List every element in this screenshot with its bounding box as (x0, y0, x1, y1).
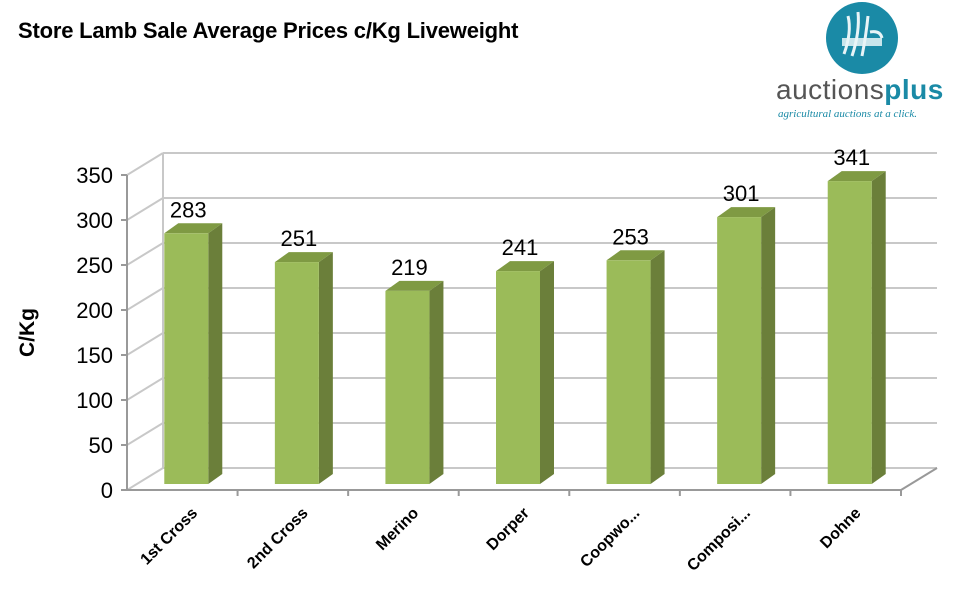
gridline-diagonal (126, 197, 164, 221)
gridline-diagonal (126, 467, 164, 491)
bar-side (871, 171, 886, 484)
data-label: 341 (833, 145, 870, 170)
bar (274, 262, 319, 484)
data-label: 301 (723, 181, 760, 206)
logo-wordmark: auctionsplus (776, 74, 944, 105)
gridline-diagonal (126, 242, 164, 266)
x-tick-label: Merino (373, 505, 422, 554)
bar (496, 271, 540, 484)
y-tick-label: 150 (76, 343, 113, 368)
data-label: 241 (502, 235, 539, 260)
bar-top (606, 250, 665, 261)
x-tick-label: Coopwo... (577, 505, 643, 571)
bar-top (717, 207, 776, 218)
x-tick-label: Composi... (684, 505, 754, 575)
x-tick-label: 1st Cross (138, 505, 202, 569)
x-tick-label: Dorper (484, 505, 533, 554)
x-tick-label: Dohne (817, 505, 864, 552)
y-axis-title: C/Kg (16, 308, 39, 357)
bar-top (496, 261, 554, 272)
bar-side (208, 223, 223, 485)
chart-title: Store Lamb Sale Average Prices c/Kg Live… (18, 18, 519, 43)
floor-edge (900, 467, 938, 491)
gridline-diagonal (126, 152, 164, 176)
gridline-diagonal (126, 287, 164, 311)
bar-side (318, 252, 333, 484)
bar (385, 290, 430, 484)
data-label: 283 (170, 197, 207, 222)
y-tick-label: 200 (76, 298, 113, 323)
y-tick-label: 250 (76, 253, 113, 278)
bar-side (540, 261, 554, 484)
bar (606, 260, 651, 484)
bar-top (164, 223, 223, 234)
bar (717, 217, 762, 484)
bar-top (827, 171, 886, 182)
y-tick-label: 300 (76, 208, 113, 233)
bar-top (274, 252, 333, 263)
gridline-diagonal (126, 377, 164, 401)
data-label: 219 (391, 255, 428, 280)
bar-side (650, 250, 665, 484)
y-tick-label: 0 (101, 478, 113, 503)
x-tick-label: 2nd Cross (244, 505, 311, 572)
y-tick-label: 100 (76, 388, 113, 413)
bar-top (385, 280, 444, 291)
bar-side (761, 207, 776, 484)
auctionsplus-logo: auctionsplus agricultural auctions at a … (770, 2, 960, 127)
bar-side (429, 280, 444, 484)
logo-tagline: agricultural auctions at a click. (778, 108, 918, 120)
y-tick-label: 350 (76, 163, 113, 188)
y-tick-label: 50 (89, 433, 113, 458)
gridline-diagonal (126, 422, 164, 446)
data-label: 253 (612, 224, 649, 249)
bar (827, 181, 872, 484)
data-label: 251 (280, 226, 317, 251)
wheat-logo-icon (826, 2, 898, 74)
gridline-diagonal (126, 332, 164, 356)
bar (164, 233, 209, 484)
